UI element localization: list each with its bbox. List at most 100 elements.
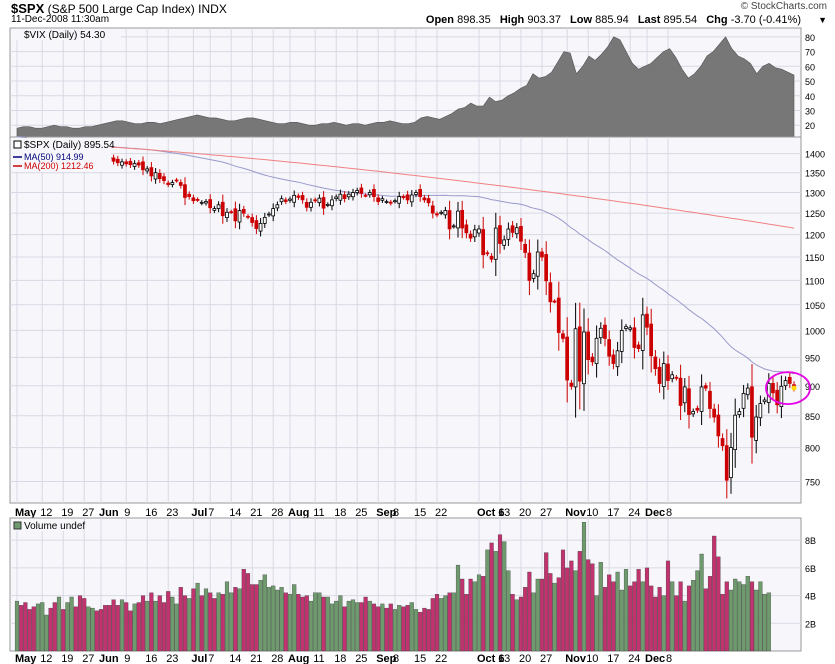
- volume-bar: [111, 599, 116, 652]
- candle-body: [779, 385, 784, 407]
- x-axis-tick-label: 16: [145, 507, 157, 519]
- candle-body: [645, 313, 649, 328]
- volume-legend: Volume undef: [24, 521, 85, 532]
- volume-bar: [136, 602, 141, 652]
- vix-area: [16, 36, 795, 138]
- candle-body: [283, 199, 288, 202]
- chg-value: -3.70 (-0.41%): [730, 14, 801, 26]
- candle-body: [426, 198, 431, 204]
- volume-tick-label: 4B: [805, 592, 816, 602]
- candle-body: [174, 179, 179, 182]
- volume-bar: [443, 595, 448, 652]
- candle-body: [598, 327, 603, 339]
- candle-body: [145, 168, 149, 172]
- candle-body: [607, 339, 612, 357]
- vix-legend-bg: [11, 29, 121, 40]
- volume-bar: [691, 580, 696, 652]
- volume-bar: [132, 603, 137, 652]
- volume-bar: [674, 595, 679, 652]
- candle-body: [502, 239, 507, 246]
- x-axis-tick-label: 11: [313, 507, 324, 519]
- candle-body: [577, 326, 582, 382]
- volume-bar: [115, 605, 120, 652]
- volume-bar: [514, 599, 519, 652]
- volume-bar: [552, 582, 557, 652]
- volume-bar: [497, 534, 503, 652]
- candle-body: [561, 333, 565, 339]
- candle-body: [624, 326, 628, 329]
- candle-body: [745, 387, 750, 396]
- volume-bar: [686, 585, 692, 652]
- volume-bar: [397, 605, 402, 652]
- volume-bar: [628, 585, 633, 652]
- volume-legend-bg: [11, 519, 81, 531]
- volume-bar: [346, 600, 351, 652]
- x-axis-bottom-tick-label: 19: [61, 653, 73, 664]
- candle-body: [632, 327, 637, 348]
- volume-bar: [254, 584, 259, 652]
- volume-bar: [716, 556, 721, 652]
- volume-bar: [262, 574, 267, 652]
- candle-body: [346, 193, 351, 198]
- volume-bar: [518, 596, 524, 652]
- candle-body: [313, 199, 318, 202]
- volume-bar: [61, 609, 66, 652]
- candle-body: [292, 194, 297, 203]
- candle-body: [611, 354, 616, 364]
- symbol: $SPX: [11, 1, 45, 16]
- volume-bar: [300, 596, 305, 652]
- candle-body: [724, 445, 729, 481]
- candle-body: [149, 167, 154, 177]
- volume-bar: [287, 594, 293, 652]
- candle-body: [157, 172, 162, 179]
- volume-bar: [703, 588, 708, 652]
- volume-bar: [191, 588, 196, 652]
- x-axis-tick-label: 27: [540, 507, 552, 519]
- candle-body: [590, 356, 595, 363]
- volume-bar: [510, 594, 515, 652]
- candle-body: [619, 329, 624, 352]
- volume-bar: [31, 606, 36, 652]
- volume-bar: [157, 595, 162, 652]
- candle-body: [603, 324, 607, 339]
- candle-body: [678, 377, 683, 406]
- volume-bar: [745, 576, 750, 652]
- candle-body: [384, 201, 389, 203]
- volume-bar: [569, 560, 574, 652]
- price-tick-label: 1250: [805, 209, 825, 219]
- volume-bar: [619, 589, 624, 652]
- price-tick-label: 800: [805, 444, 820, 454]
- candle-body: [212, 208, 217, 211]
- candle-body: [661, 363, 666, 388]
- volume-bar: [556, 577, 561, 652]
- volume-bar: [670, 581, 675, 652]
- candle-body: [451, 225, 456, 228]
- volume-bar: [737, 581, 742, 652]
- candle-body: [628, 327, 633, 330]
- volume-bar: [329, 603, 335, 652]
- open-value: 898.35: [457, 14, 491, 26]
- volume-bar: [502, 541, 507, 652]
- candle-body: [262, 216, 267, 224]
- volume-bar: [434, 594, 440, 652]
- x-axis-bottom-tick-label: Dec: [645, 653, 665, 664]
- x-axis-tick-label: 21: [250, 507, 262, 519]
- candle-body: [271, 208, 276, 217]
- candle-body: [540, 251, 544, 258]
- volume-bar: [766, 592, 771, 652]
- x-axis-bottom-tick-label: 8: [666, 653, 672, 664]
- high-label: High: [499, 14, 525, 26]
- candle-body: [418, 188, 423, 197]
- quote-dropdown-icon[interactable]: ▼: [818, 15, 827, 25]
- candle-body: [443, 210, 448, 216]
- volume-bar: [334, 600, 339, 652]
- candle-body: [498, 225, 502, 244]
- volume-bar: [14, 600, 20, 652]
- volume-bar: [586, 559, 591, 652]
- volume-bar: [577, 551, 582, 652]
- volume-bar: [754, 589, 759, 652]
- volume-bar: [40, 602, 45, 652]
- volume-bar: [598, 562, 603, 652]
- ma200-line: [16, 142, 795, 229]
- candle-body: [120, 161, 124, 166]
